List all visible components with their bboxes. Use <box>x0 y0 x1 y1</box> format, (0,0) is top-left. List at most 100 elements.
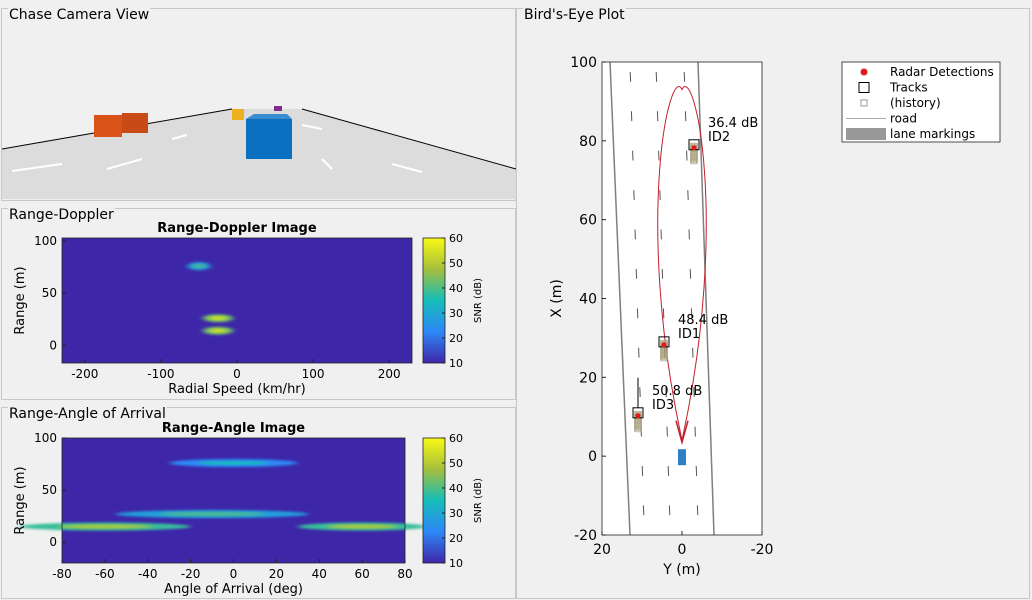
ego-vehicle <box>246 119 292 159</box>
x-tick-label: 40 <box>312 567 327 581</box>
y-tick-label: 0 <box>588 449 597 465</box>
legend-swatch-history <box>860 99 868 107</box>
heatmap-area <box>62 238 412 363</box>
y-tick-label: 50 <box>42 286 57 300</box>
chase-camera-panel: Chase Camera View <box>1 7 517 201</box>
heat-blob-core <box>159 512 266 516</box>
track-snr-label: 36.4 dB <box>708 116 758 131</box>
x-tick-label: -20 <box>751 542 774 558</box>
y-tick-label: 100 <box>570 55 597 71</box>
legend-label: lane markings <box>890 127 975 141</box>
y-tick-label: 40 <box>579 292 597 308</box>
target-vehicle <box>690 142 698 163</box>
track-id-label: ID3 <box>652 398 674 413</box>
track-id-label: ID2 <box>708 130 730 145</box>
birds-eye-title: Bird's-Eye Plot <box>523 7 626 23</box>
radar-detection <box>661 342 667 348</box>
track-id-label: ID1 <box>678 327 700 342</box>
y-tick-label: 50 <box>42 483 57 497</box>
y-tick-label: 100 <box>34 234 57 248</box>
y-tick-label: -20 <box>574 528 597 544</box>
colorbar <box>422 237 446 364</box>
x-tick-label: 200 <box>378 367 401 381</box>
colorbar-label: SNR (dB) <box>473 278 484 323</box>
heat-blob-core <box>326 524 398 529</box>
range-doppler-panel: Range-Doppler Image -200 -100 0 100 200 0 50 100… <box>1 207 516 400</box>
colorbar <box>422 437 446 564</box>
chase-camera-scene <box>2 106 517 199</box>
colorbar-tick-label: 60 <box>449 432 463 445</box>
range-angle-plot: Range-Angle Image -80 -60 -40 -20 0 20 40 60 80 0 5… <box>13 421 484 597</box>
road-edge <box>697 61 715 536</box>
coverage-apex <box>675 420 689 446</box>
heat-blob-core <box>209 328 227 333</box>
x-tick-label: -200 <box>71 367 98 381</box>
coverage-area <box>657 86 707 441</box>
y-tick-label: 60 <box>579 213 597 229</box>
target-vehicle <box>660 339 668 360</box>
track-snr-label: 50.8 dB <box>652 384 702 399</box>
road-edge-right <box>301 108 517 170</box>
range-doppler-title: Range-Doppler <box>8 207 115 223</box>
colorbar-label: SNR (dB) <box>473 478 484 523</box>
heat-blob-core <box>209 316 227 321</box>
plot-title: Range-Angle Image <box>162 421 305 436</box>
lane-markings <box>11 118 423 173</box>
target-vehicle <box>634 410 642 431</box>
colorbar-tick-label: 50 <box>449 457 463 470</box>
y-tick-label: 80 <box>579 134 597 150</box>
x-axis-label: Angle of Arrival (deg) <box>164 582 303 597</box>
vehicle-purple <box>274 106 282 111</box>
x-axis-label: Radial Speed (km/hr) <box>168 382 305 397</box>
legend-swatch-detections <box>860 68 868 76</box>
legend-label: Radar Detections <box>890 65 994 79</box>
legend-label: road <box>890 112 917 126</box>
x-tick-label: 80 <box>397 567 412 581</box>
legend-label: Tracks <box>889 81 928 95</box>
heat-blob-core <box>198 461 269 465</box>
x-tick-label: 60 <box>354 567 369 581</box>
y-tick-label: 0 <box>49 535 57 549</box>
colorbar-tick-label: 50 <box>449 257 463 270</box>
colorbar-tick-label: 40 <box>449 482 463 495</box>
vehicle-orange-2 <box>122 113 148 133</box>
y-tick-label: 100 <box>34 431 57 445</box>
x-tick-label: 100 <box>302 367 325 381</box>
x-tick-label: -40 <box>138 567 158 581</box>
y-axis-label: Range (m) <box>13 266 28 334</box>
birds-eye-panel: 36.4 dB ID2 48.4 dB ID1 50.8 dB ID3 -20 0 20 40 60… <box>516 7 1030 599</box>
range-angle-panel: Range-Angle Image -80 -60 -40 -20 0 20 40 60 80 0 5… <box>1 406 516 599</box>
colorbar-tick-label: 20 <box>449 332 463 345</box>
x-tick-label: 20 <box>593 542 611 558</box>
heat-blob-core <box>192 264 206 268</box>
radar-detection <box>635 413 641 419</box>
range-doppler-plot: Range-Doppler Image -200 -100 0 100 200 0 50 100… <box>13 221 484 397</box>
x-tick-label: 0 <box>230 567 238 581</box>
x-tick-label: -20 <box>181 567 201 581</box>
x-axis-label: Y (m) <box>662 562 701 578</box>
range-angle-title: Range-Angle of Arrival <box>8 406 167 422</box>
colorbar-tick-label: 30 <box>449 307 463 320</box>
colorbar-tick-label: 10 <box>449 557 463 570</box>
legend-label: (history) <box>890 96 941 110</box>
plot-title: Range-Doppler Image <box>157 221 317 236</box>
x-tick-label: 20 <box>269 567 284 581</box>
colorbar-tick-label: 20 <box>449 532 463 545</box>
colorbar-tick-label: 40 <box>449 282 463 295</box>
y-axis-label: Range (m) <box>13 466 28 534</box>
heat-blob-core <box>57 524 153 529</box>
legend-swatch-tracks <box>858 82 870 93</box>
y-tick-label: 0 <box>49 338 57 352</box>
x-tick-label: -100 <box>147 367 174 381</box>
x-tick-label: -60 <box>95 567 115 581</box>
colorbar-tick-label: 60 <box>449 232 463 245</box>
colorbar-tick-label: 10 <box>449 357 463 370</box>
x-tick-label: 0 <box>678 542 687 558</box>
vehicle-orange-1 <box>94 115 122 137</box>
lane-markings <box>629 71 699 516</box>
y-axis-label: X (m) <box>549 279 565 318</box>
legend-swatch-lanes <box>846 128 886 140</box>
ego-vehicle <box>678 449 686 466</box>
chase-camera-title: Chase Camera View <box>8 7 151 23</box>
